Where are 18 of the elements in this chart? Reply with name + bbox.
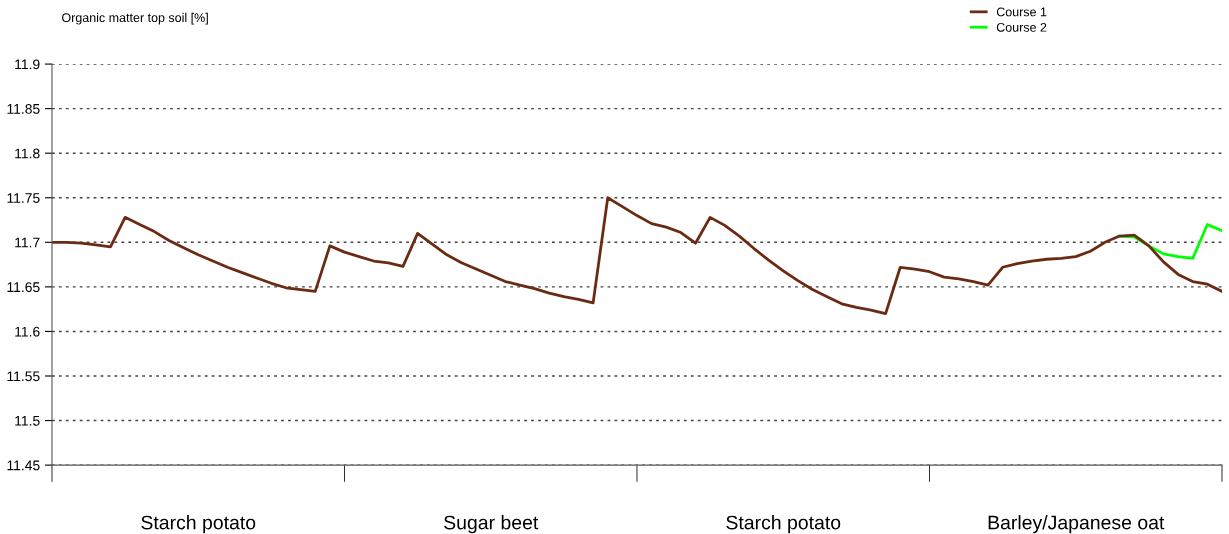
- x-tick-label: Starch potato: [726, 515, 841, 534]
- y-tick-label: 11.9: [15, 59, 40, 70]
- line-series: [51, 196, 1222, 315]
- x-tick-label: Sugar beet: [444, 515, 539, 534]
- y-tick-label: 11.45: [7, 460, 40, 471]
- y-tick-label: 11.75: [7, 193, 40, 203]
- y-tick-label: 11.55: [7, 371, 40, 382]
- y-tick-label: 11.85: [7, 103, 40, 114]
- legend-label: Course 1: [996, 7, 1047, 17]
- y-axis-title: Organic matter top soil [%]: [62, 12, 208, 25]
- y-tick-label: 11.5: [15, 416, 40, 426]
- x-tick-label: Starch potato: [141, 515, 256, 534]
- y-tick-label: 11.8: [15, 148, 40, 159]
- y-tick-label: 11.7: [15, 237, 40, 248]
- legend-label: Course 2: [996, 22, 1047, 32]
- y-tick-label: 11.6: [15, 326, 40, 337]
- y-tick-label: 11.65: [7, 282, 40, 293]
- x-tick-label: Barley/Japanese oat: [988, 515, 1165, 534]
